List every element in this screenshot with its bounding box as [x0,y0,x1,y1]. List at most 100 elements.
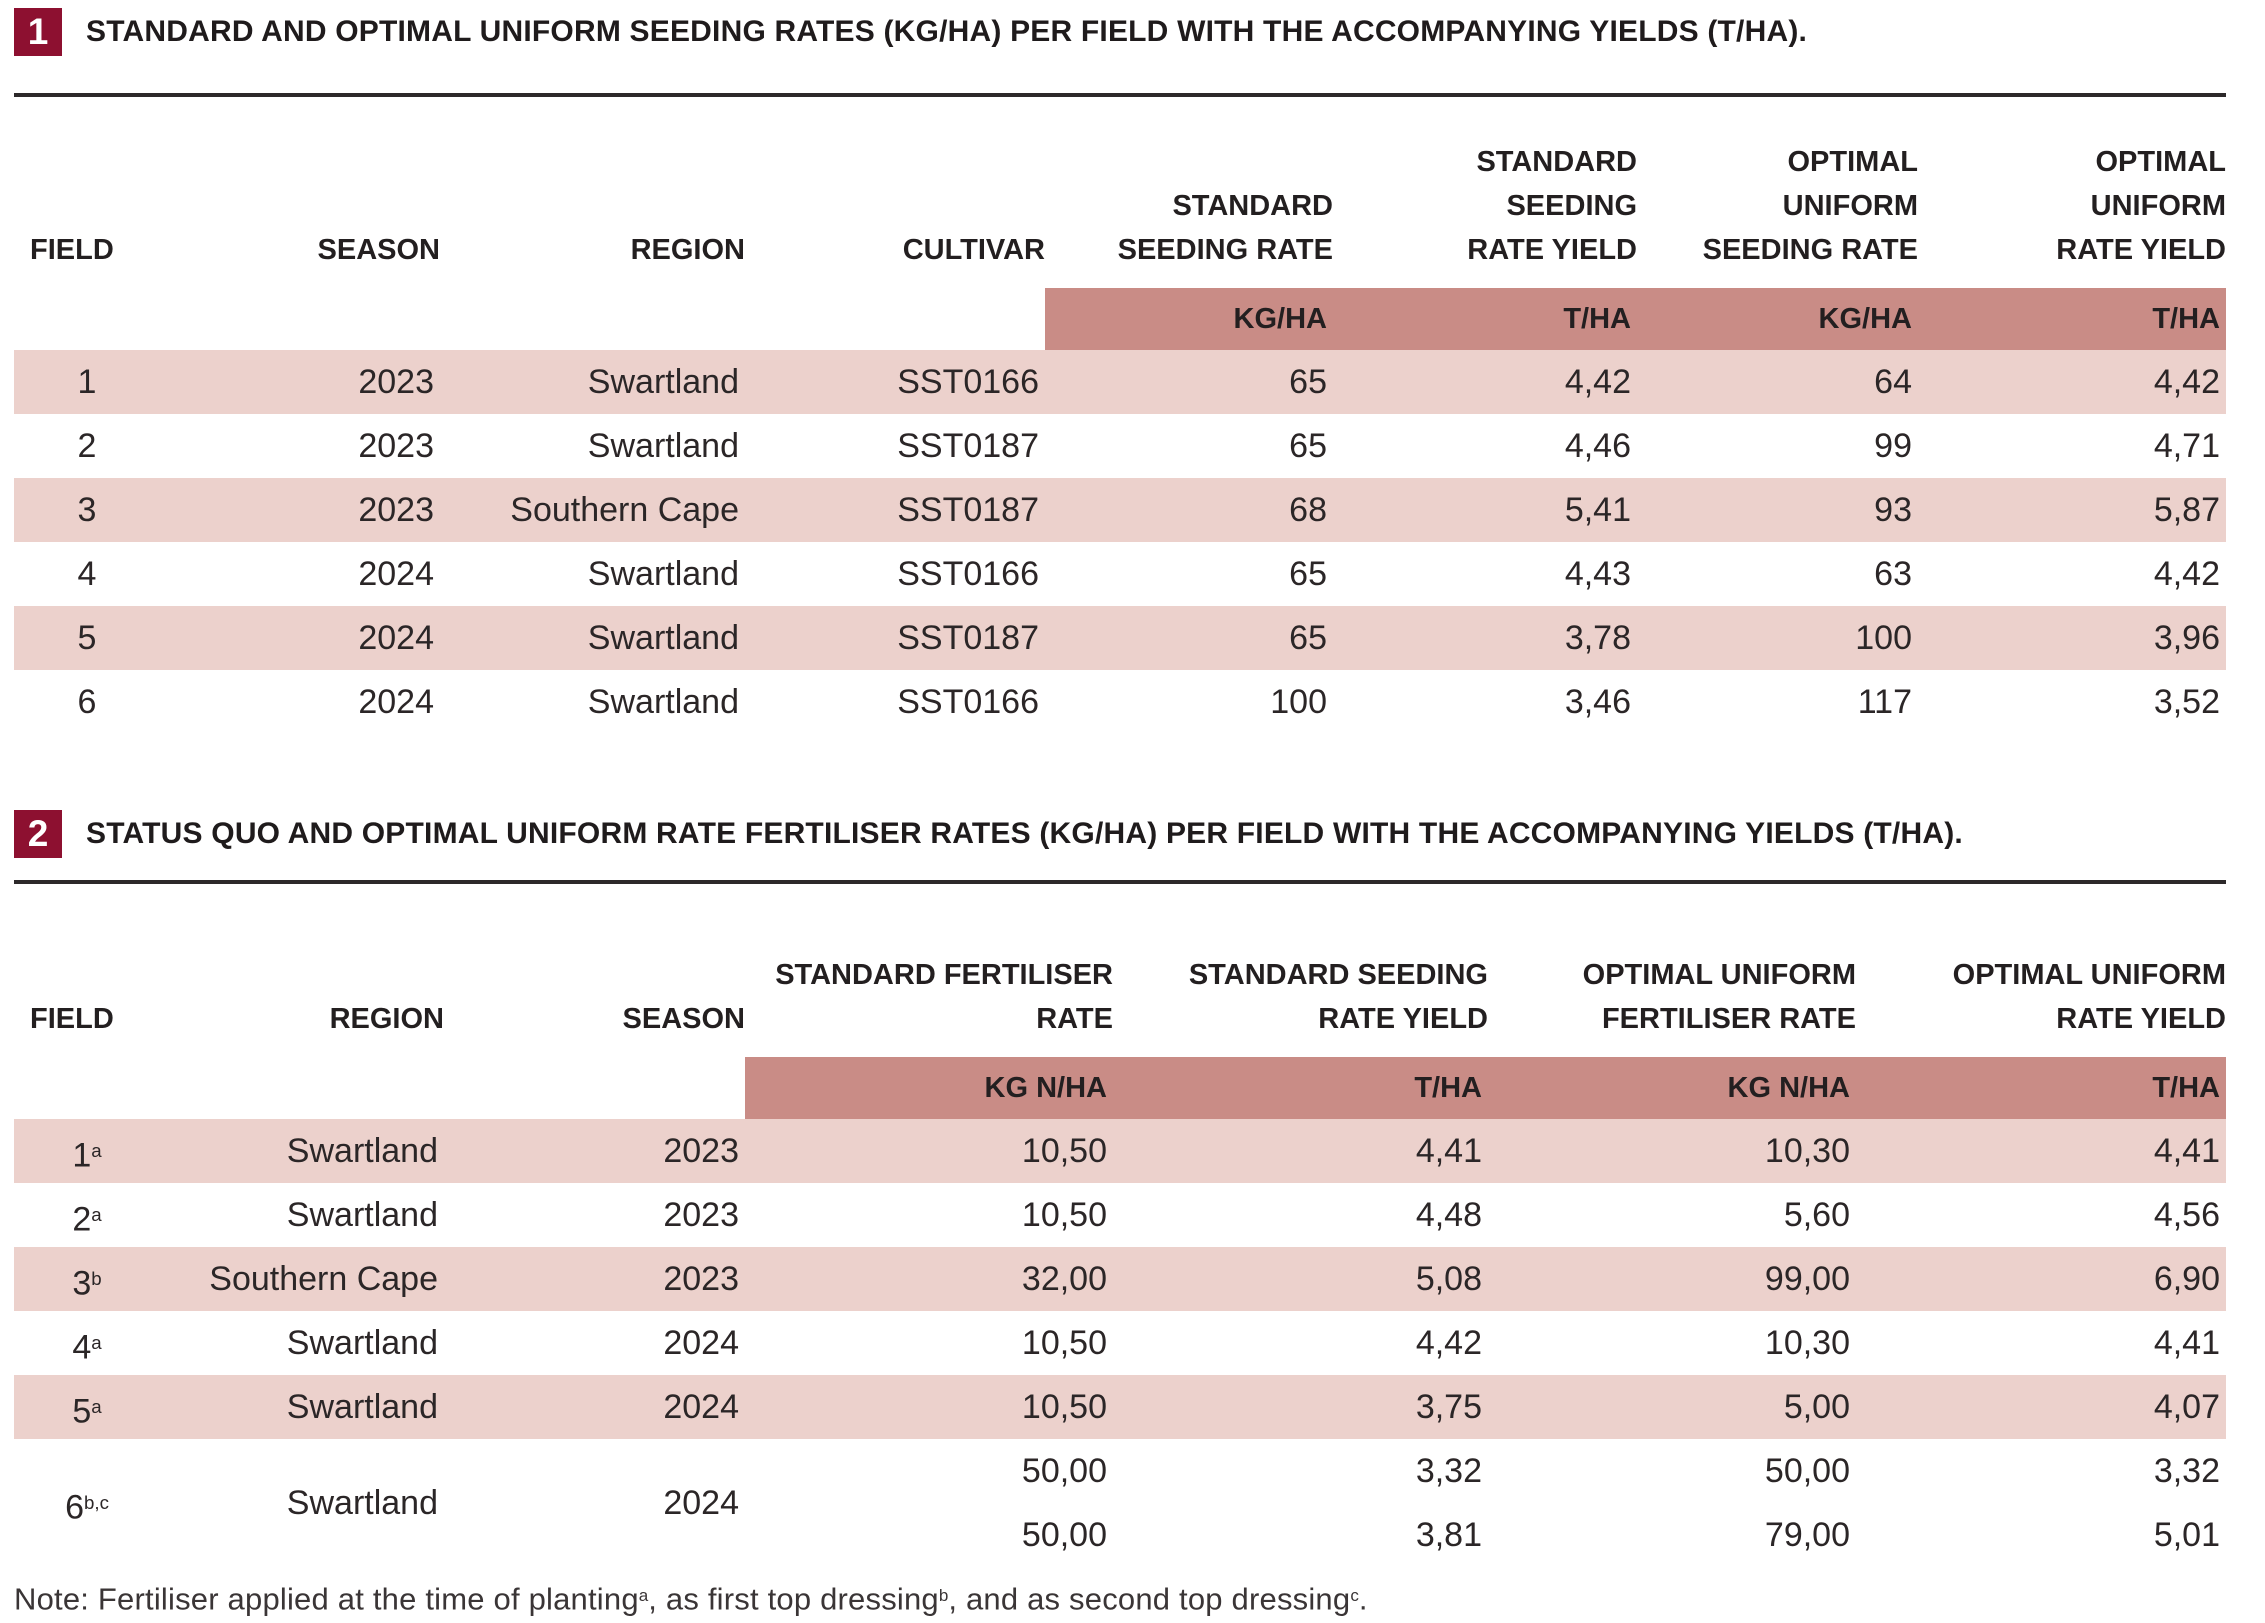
cell-region: Swartland [286,1132,438,1170]
sub-row-value: 3,32 [2153,1452,2220,1490]
table-row: 1a Swartland 2023 10,50 4,41 10,30 4,41 [14,1119,2226,1183]
table-row: 6 2024 Swartland SST0166 100 3,46 117 3,… [14,670,2226,734]
cell-region: Swartland [587,683,739,721]
footnote-text: Note: Fertiliser applied at the time of … [14,1581,639,1617]
t1-column-header-region: REGION [630,234,745,266]
cell-optimal-seeding-rate: 64 [1874,363,1912,401]
sub-row-value: 50,00 [1021,1452,1107,1490]
cell-field: 3b [14,1247,160,1315]
table1-units-row: KG/HA T/HA KG/HA T/HA [14,288,2226,350]
cell-field: 6b,c [14,1439,160,1571]
cell-optimal-rate-yield: 4,71 [2153,427,2220,465]
t1-unit-tha-2: T/HA [1918,288,2226,350]
cell-region: Swartland [286,1324,438,1362]
cell-standard-fertiliser-rate: 50,00 50,00 [745,1439,1113,1571]
cell-season: 2023 [663,1196,739,1234]
cell-standard-seeding-rate: 65 [1289,427,1327,465]
cell-optimal-fertiliser-rate: 99,00 [1764,1260,1850,1298]
cell-region: Southern Cape [209,1260,438,1298]
field-superscript: a [91,1332,102,1353]
cell-optimal-rate-yield: 4,41 [2153,1132,2220,1170]
t2-column-header-optimal-uniform-fertiliser-rate: OPTIMAL UNIFORM FERTILISER RATE [1582,959,1856,1035]
table-row: 6b,c Swartland 2024 50,00 50,00 3,32 3,8… [14,1439,2226,1567]
cell-standard-seeding-rate: 65 [1289,555,1327,593]
sub-row-value: 3,81 [1415,1516,1482,1554]
cell-optimal-rate-yield: 6,90 [2153,1260,2220,1298]
table1-number-badge: 1 [14,8,62,56]
table-row: 2a Swartland 2023 10,50 4,48 5,60 4,56 [14,1183,2226,1247]
cell-standard-rate-yield: 4,41 [1415,1132,1482,1170]
t1-column-header-optimal-uniform-seeding-rate: OPTIMAL UNIFORM SEEDING RATE [1702,146,1918,266]
t1-column-header-optimal-uniform-rate-yield: OPTIMAL UNIFORM RATE YIELD [2056,146,2226,266]
t2-column-header-region: REGION [329,1003,444,1035]
cell-optimal-rate-yield: 3,32 5,01 [1856,1439,2226,1571]
table1-title-row: 1 STANDARD AND OPTIMAL UNIFORM SEEDING R… [14,8,2226,56]
cell-season: 2023 [358,427,434,465]
field-number: 6 [65,1488,84,1527]
cell-optimal-rate-yield: 4,41 [2153,1324,2220,1362]
table-row: 3b Southern Cape 2023 32,00 5,08 99,00 6… [14,1247,2226,1311]
t1-column-header-standard-seeding-rate-yield: STANDARD SEEDING RATE YIELD [1467,146,1637,266]
cell-region: Swartland [286,1388,438,1426]
table-row: 1 2023 Swartland SST0166 65 4,42 64 4,42 [14,350,2226,414]
cell-standard-fertiliser-rate: 10,50 [1021,1388,1107,1426]
cell-field: 5a [14,1375,160,1443]
cell-standard-seeding-rate: 68 [1289,491,1327,529]
cell-field: 4 [77,555,97,593]
footnote-superscript-c: c [1350,1586,1359,1605]
cell-optimal-rate-yield: 4,42 [2153,555,2220,593]
sub-row-value: 50,00 [1764,1452,1850,1490]
table-row: 4 2024 Swartland SST0166 65 4,43 63 4,42 [14,542,2226,606]
cell-optimal-fertiliser-rate: 5,60 [1783,1196,1850,1234]
cell-standard-rate-yield: 3,46 [1564,683,1631,721]
cell-standard-rate-yield: 4,48 [1415,1196,1482,1234]
field-superscript: b [91,1268,102,1289]
table1-title-rule [14,93,2226,97]
unit-spacer [14,288,160,350]
unit-spacer [440,288,745,350]
cell-season: 2024 [358,619,434,657]
t2-unit-tha-1: T/HA [1113,1057,1488,1119]
table2-units-row: KG N/HA T/HA KG N/HA T/HA [14,1057,2226,1119]
t2-column-header-standard-seeding-rate-yield: STANDARD SEEDING RATE YIELD [1188,959,1488,1035]
field-superscript: a [91,1396,102,1417]
t1-unit-kgha-1: KG/HA [1045,288,1333,350]
cell-field: 5 [77,619,97,657]
t1-column-header-season: SEASON [317,234,440,266]
cell-optimal-seeding-rate: 117 [1857,683,1912,721]
cell-standard-seeding-rate: 65 [1289,363,1327,401]
cell-region: Swartland [587,619,739,657]
cell-field: 3 [77,491,97,529]
unit-spacer [444,1057,745,1119]
table2-number-badge: 2 [14,810,62,858]
field-superscript: a [91,1140,102,1161]
cell-optimal-fertiliser-rate: 10,30 [1764,1132,1850,1170]
cell-standard-fertiliser-rate: 10,50 [1021,1132,1107,1170]
t1-unit-kgha-2: KG/HA [1637,288,1918,350]
cell-standard-rate-yield: 3,32 3,81 [1113,1439,1488,1571]
cell-season: 2024 [358,555,434,593]
t2-column-header-season: SEASON [622,1003,745,1035]
cell-optimal-fertiliser-rate: 5,00 [1783,1388,1850,1426]
footnote-superscript-b: b [938,1586,949,1605]
table-row: 5 2024 Swartland SST0187 65 3,78 100 3,9… [14,606,2226,670]
cell-optimal-rate-yield: 5,87 [2153,491,2220,529]
t2-unit-kgnha-2: KG N/HA [1488,1057,1856,1119]
cell-region: Swartland [587,363,739,401]
field-superscript: a [91,1204,102,1225]
cell-region: Southern Cape [510,491,739,529]
sub-row-value: 5,01 [2153,1516,2220,1554]
cell-season: 2023 [358,491,434,529]
cell-season: 2023 [663,1132,739,1170]
cell-field: 1 [77,363,97,401]
cell-season: 2024 [663,1388,739,1426]
field-number: 4 [72,1328,92,1367]
cell-standard-rate-yield: 4,42 [1564,363,1631,401]
t2-column-header-field: FIELD [30,1003,114,1035]
cell-region: Swartland [587,427,739,465]
cell-standard-rate-yield: 3,75 [1415,1388,1482,1426]
table2-title-rule [14,880,2226,884]
footnote-text: . [1358,1581,1368,1617]
table-row: 3 2023 Southern Cape SST0187 68 5,41 93 … [14,478,2226,542]
